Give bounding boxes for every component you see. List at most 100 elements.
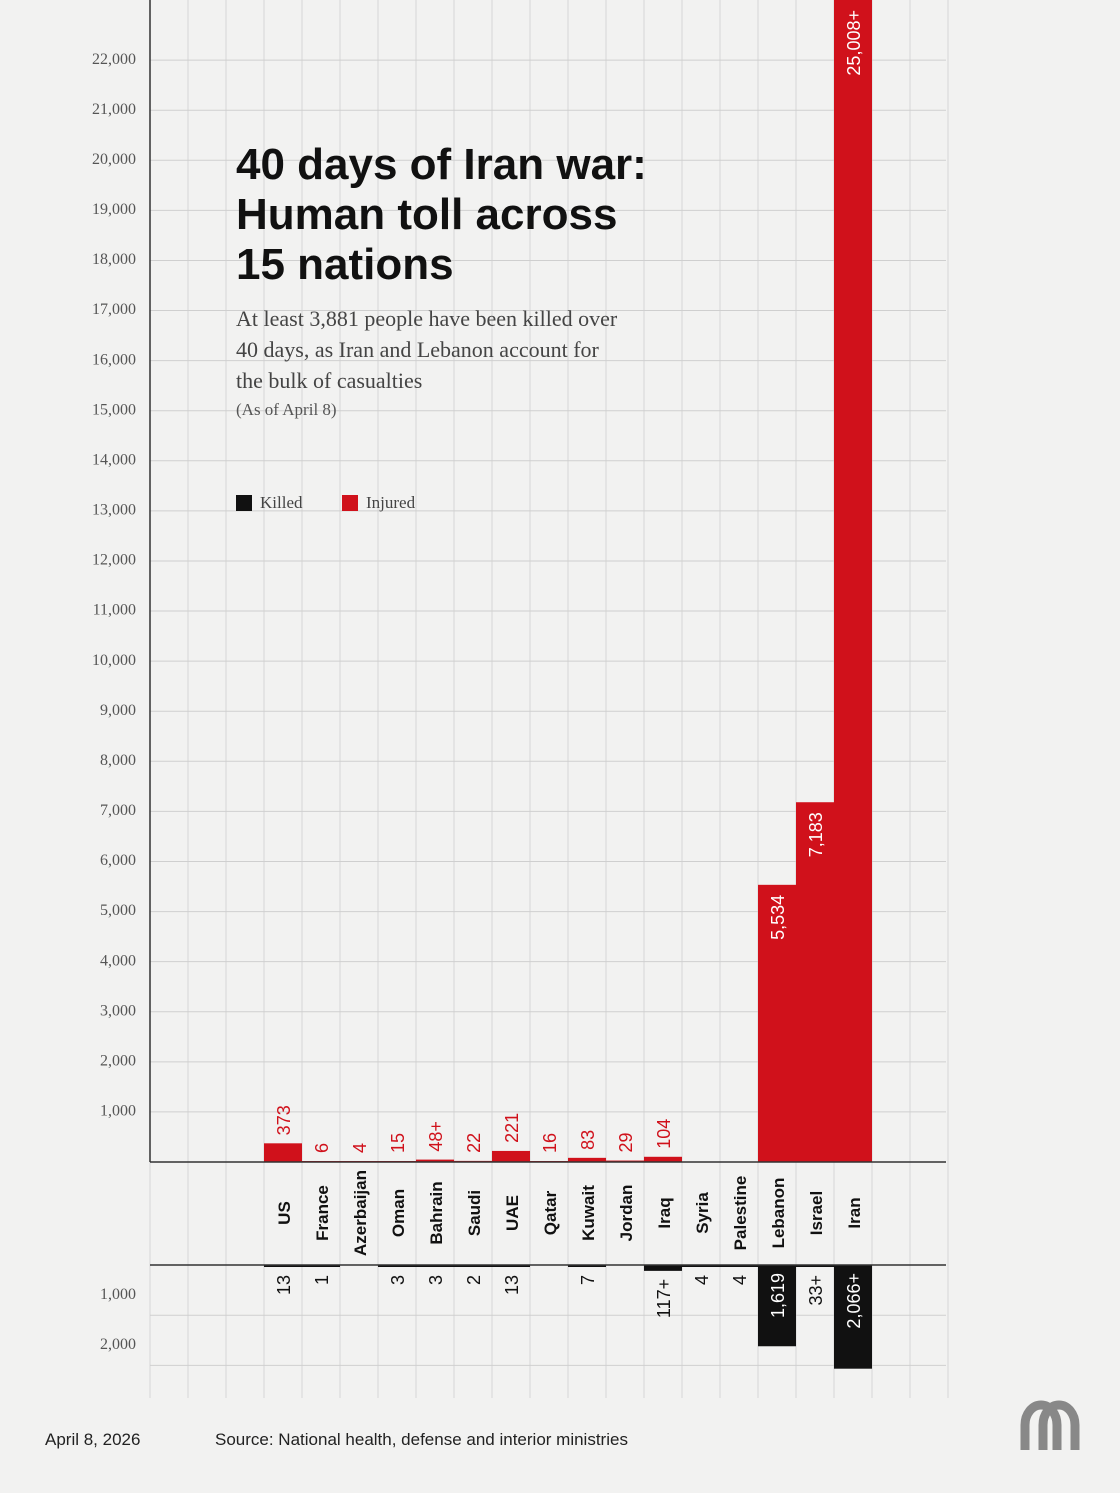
bar <box>492 1265 530 1267</box>
legend-swatch <box>236 495 252 511</box>
x-tick-label: Iraq <box>655 1197 674 1228</box>
legend-swatch <box>342 495 358 511</box>
value-label: 117+ <box>654 1279 674 1318</box>
x-tick-label: Qatar <box>541 1190 560 1235</box>
y-tick-label: 16,000 <box>92 351 136 368</box>
y-tick-label: 1,000 <box>100 1103 136 1120</box>
x-tick-label: Israel <box>807 1191 826 1235</box>
bar <box>416 1159 454 1162</box>
chart-title: 40 days of Iran war: Human toll across 1… <box>236 140 647 289</box>
bar <box>834 1265 872 1369</box>
y-tick-label: 15,000 <box>92 401 136 418</box>
value-label: 1,619 <box>768 1273 788 1318</box>
value-label: 7 <box>578 1275 598 1285</box>
x-tick-label: Kuwait <box>579 1185 598 1241</box>
value-label: 2,066+ <box>844 1273 864 1329</box>
value-label: 13 <box>274 1275 294 1295</box>
bar <box>302 1265 340 1267</box>
value-label: 3 <box>426 1275 446 1285</box>
y2-tick-label: 1,000 <box>100 1286 136 1303</box>
x-tick-label: US <box>275 1201 294 1225</box>
x-tick-label: Oman <box>389 1189 408 1237</box>
value-label: 4 <box>350 1143 370 1153</box>
value-label: 4 <box>730 1275 750 1285</box>
bar <box>416 1265 454 1267</box>
y-tick-label: 22,000 <box>92 51 136 68</box>
bar <box>568 1157 606 1162</box>
y2-tick-label: 2,000 <box>100 1336 136 1353</box>
y-tick-label: 11,000 <box>93 602 136 619</box>
y-tick-label: 4,000 <box>100 952 136 969</box>
y-tick-label: 14,000 <box>92 451 136 468</box>
y-tick-label: 18,000 <box>92 251 136 268</box>
x-tick-label: UAE <box>503 1195 522 1231</box>
value-label: 25,008+ <box>844 10 864 76</box>
bar <box>682 1265 720 1267</box>
y-tick-label: 5,000 <box>100 902 136 919</box>
bar <box>264 1143 302 1162</box>
x-tick-label: France <box>313 1185 332 1241</box>
y-tick-label: 3,000 <box>100 1002 136 1019</box>
value-label: 15 <box>388 1133 408 1153</box>
x-tick-label: Lebanon <box>769 1178 788 1249</box>
bar <box>796 802 834 1162</box>
bar <box>758 1265 796 1347</box>
x-tick-label: Jordan <box>617 1185 636 1242</box>
y-tick-label: 12,000 <box>92 552 136 569</box>
y-tick-label: 17,000 <box>92 301 136 318</box>
bar <box>796 1265 834 1267</box>
value-label: 3 <box>388 1275 408 1285</box>
value-label: 16 <box>540 1133 560 1153</box>
value-label: 7,183 <box>806 812 826 857</box>
value-label: 22 <box>464 1133 484 1153</box>
logo <box>1020 1400 1080 1450</box>
bar <box>492 1150 530 1162</box>
x-tick-label: Syria <box>693 1192 712 1234</box>
legend-label: Killed <box>260 493 303 512</box>
legend-label: Injured <box>366 493 416 512</box>
y-tick-label: 7,000 <box>100 802 136 819</box>
y-tick-label: 21,000 <box>92 101 136 118</box>
x-tick-label: Saudi <box>465 1190 484 1236</box>
bar <box>834 0 872 1162</box>
value-label: 221 <box>502 1113 522 1143</box>
y-tick-label: 2,000 <box>100 1052 136 1069</box>
value-label: 48+ <box>426 1121 446 1152</box>
bar <box>264 1265 302 1267</box>
value-label: 6 <box>312 1143 332 1153</box>
bar <box>644 1265 682 1271</box>
bar <box>758 884 796 1162</box>
source: Source: National health, defense and int… <box>215 1430 628 1449</box>
bar <box>568 1265 606 1267</box>
x-tick-label: Azerbaijan <box>351 1170 370 1256</box>
y-tick-label: 8,000 <box>100 752 136 769</box>
bar <box>378 1265 416 1267</box>
value-label: 5,534 <box>768 895 788 940</box>
subtitle: At least 3,881 people have been killed o… <box>236 306 618 393</box>
y-tick-label: 9,000 <box>100 702 136 719</box>
y-tick-label: 19,000 <box>92 201 136 218</box>
y-tick-label: 20,000 <box>92 151 136 168</box>
bar <box>454 1265 492 1267</box>
x-tick-label: Iran <box>845 1197 864 1228</box>
value-label: 104 <box>654 1119 674 1149</box>
x-tick-label: Palestine <box>731 1176 750 1251</box>
value-label: 29 <box>616 1133 636 1153</box>
value-label: 13 <box>502 1275 522 1295</box>
injured-bars <box>264 0 872 1162</box>
value-label: 373 <box>274 1105 294 1135</box>
value-label: 83 <box>578 1130 598 1150</box>
date: April 8, 2026 <box>45 1430 141 1449</box>
y-tick-label: 6,000 <box>100 852 136 869</box>
y-tick-label: 13,000 <box>92 502 136 519</box>
bar <box>720 1265 758 1267</box>
x-tick-label: Bahrain <box>427 1181 446 1244</box>
value-label: 2 <box>464 1275 484 1285</box>
y-tick-label: 10,000 <box>92 652 136 669</box>
bar <box>644 1156 682 1162</box>
note: (As of April 8) <box>236 400 337 419</box>
value-label: 4 <box>692 1275 712 1285</box>
value-label: 33+ <box>806 1275 826 1306</box>
